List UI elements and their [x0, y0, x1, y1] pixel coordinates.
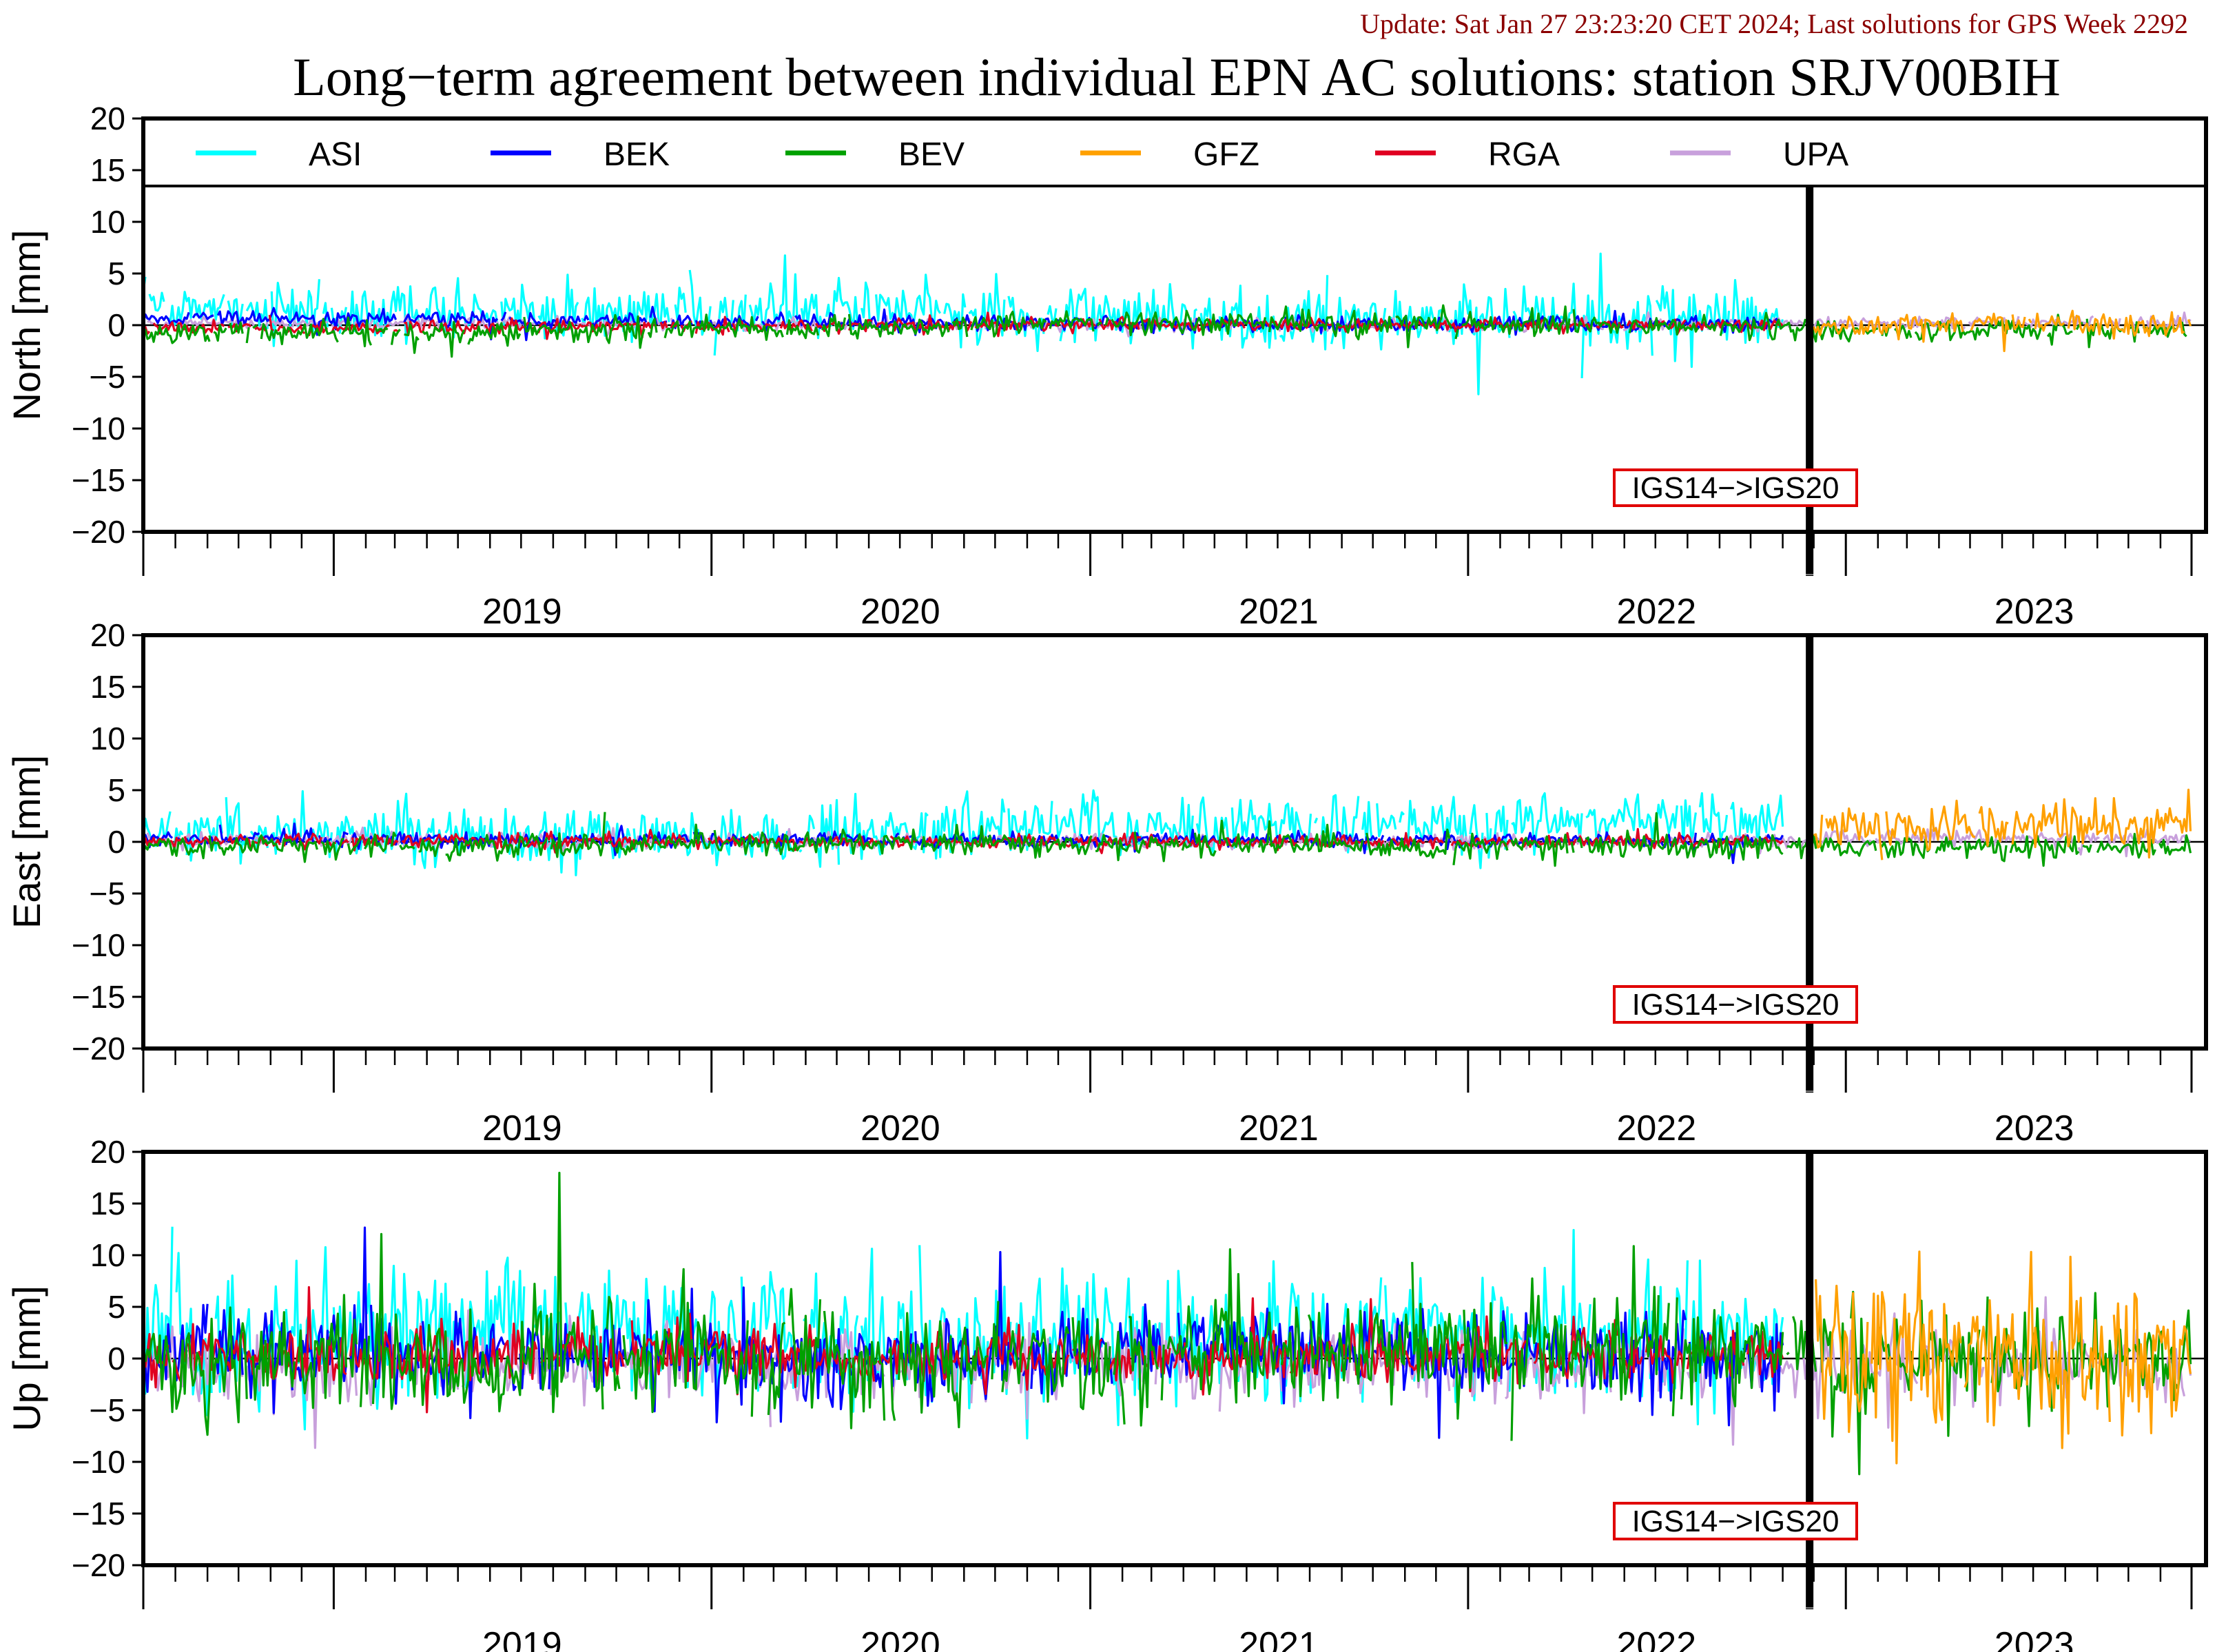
y-tick-label: 10 [90, 721, 125, 756]
panel-east: 20 15 10 5 0 −5 −10 −15 −20 East [mm] IGS14−>IGS20… [5, 617, 2208, 1148]
legend: ASI BEK BEV GFZ RGA UPA [196, 136, 1848, 173]
panels: 20 15 10 5 0 −5 −10 −15 −20 North [mm] IGS14−>IGS2… [5, 101, 2208, 1652]
x-year-label: 2019 [482, 592, 562, 632]
y-tick-label: 15 [90, 152, 125, 188]
chart-title: Long−term agreement between individual E… [293, 47, 2061, 107]
y-tick-label: −10 [72, 1444, 125, 1480]
series-line-gfz [1813, 309, 2192, 353]
legend-label-asi: ASI [309, 136, 362, 173]
y-tick-label: 0 [107, 824, 125, 860]
series-line-gfz [1813, 788, 2192, 860]
y-tick-label: −20 [72, 1547, 125, 1583]
x-year-label: 2020 [860, 1108, 940, 1148]
y-tick-label: −5 [90, 1392, 125, 1428]
panel-frame [141, 633, 2208, 1051]
frame-change-label: IGS14−>IGS20 [1632, 1505, 1839, 1538]
x-year-label: 2022 [1616, 1625, 1696, 1652]
frame-change-box [1613, 1502, 1858, 1540]
y-tick-label: −15 [72, 1496, 125, 1531]
frame-change-box [1613, 985, 1858, 1024]
x-year-label: 2021 [1239, 1108, 1319, 1148]
frame-change-box [1613, 468, 1858, 507]
x-year-label: 2021 [1239, 1625, 1319, 1652]
y-axis-label: Up [mm] [5, 1286, 48, 1432]
series-group [143, 252, 2192, 395]
y-tick-label: 0 [107, 1341, 125, 1376]
series-group [143, 788, 2192, 876]
y-tick-label: 15 [90, 669, 125, 705]
y-tick-label: −20 [72, 514, 125, 550]
y-tick-label: 10 [90, 1237, 125, 1273]
y-tick-label: 20 [90, 617, 125, 653]
legend-label-upa: UPA [1783, 136, 1848, 173]
x-year-label: 2021 [1239, 592, 1319, 632]
x-year-label: 2020 [860, 592, 940, 632]
frame-change-label: IGS14−>IGS20 [1632, 988, 1839, 1022]
x-year-label: 2023 [1995, 1108, 2074, 1148]
series-group [143, 1171, 2192, 1476]
x-year-label: 2019 [482, 1108, 562, 1148]
update-timestamp: Update: Sat Jan 27 23:23:20 CET 2024; La… [1360, 8, 2188, 39]
y-tick-label: 10 [90, 204, 125, 240]
series-line-asi [143, 789, 1784, 876]
panel-up: 20 15 10 5 0 −5 −10 −15 −20 Up [mm] IGS14−>IGS20 20… [5, 1134, 2208, 1652]
y-tick-label: 5 [107, 1289, 125, 1325]
y-tick-label: −5 [90, 359, 125, 395]
panel-frame [141, 1150, 2208, 1567]
x-year-label: 2023 [1995, 592, 2074, 632]
y-tick-label: 0 [107, 307, 125, 343]
y-tick-label: −5 [90, 876, 125, 911]
legend-label-gfz: GFZ [1193, 136, 1259, 173]
panel-frame [141, 116, 2208, 534]
series-line-bev [143, 812, 2192, 867]
legend-label-bev: BEV [898, 136, 965, 173]
frame-change-label: IGS14−>IGS20 [1632, 471, 1839, 505]
y-tick-label: −20 [72, 1031, 125, 1066]
y-tick-label: −15 [72, 462, 125, 498]
panel-north: 20 15 10 5 0 −5 −10 −15 −20 North [mm] IGS14−>IGS2… [5, 101, 2208, 632]
y-axis-label: North [mm] [5, 230, 48, 421]
x-year-label: 2022 [1616, 1108, 1696, 1148]
y-tick-label: 5 [107, 256, 125, 291]
x-year-label: 2019 [482, 1625, 562, 1652]
y-tick-label: 20 [90, 101, 125, 136]
x-year-label: 2022 [1616, 592, 1696, 632]
x-year-label: 2020 [860, 1625, 940, 1652]
legend-label-rga: RGA [1488, 136, 1560, 173]
y-tick-label: 15 [90, 1186, 125, 1221]
x-year-label: 2023 [1995, 1625, 2074, 1652]
y-axis-label: East [mm] [5, 755, 48, 929]
legend-label-bek: BEK [604, 136, 670, 173]
y-tick-label: −15 [72, 979, 125, 1015]
y-tick-label: 5 [107, 772, 125, 808]
y-tick-label: −10 [72, 411, 125, 446]
series-line-gfz [1815, 1250, 2192, 1465]
y-tick-label: −10 [72, 927, 125, 963]
y-tick-label: 20 [90, 1134, 125, 1170]
